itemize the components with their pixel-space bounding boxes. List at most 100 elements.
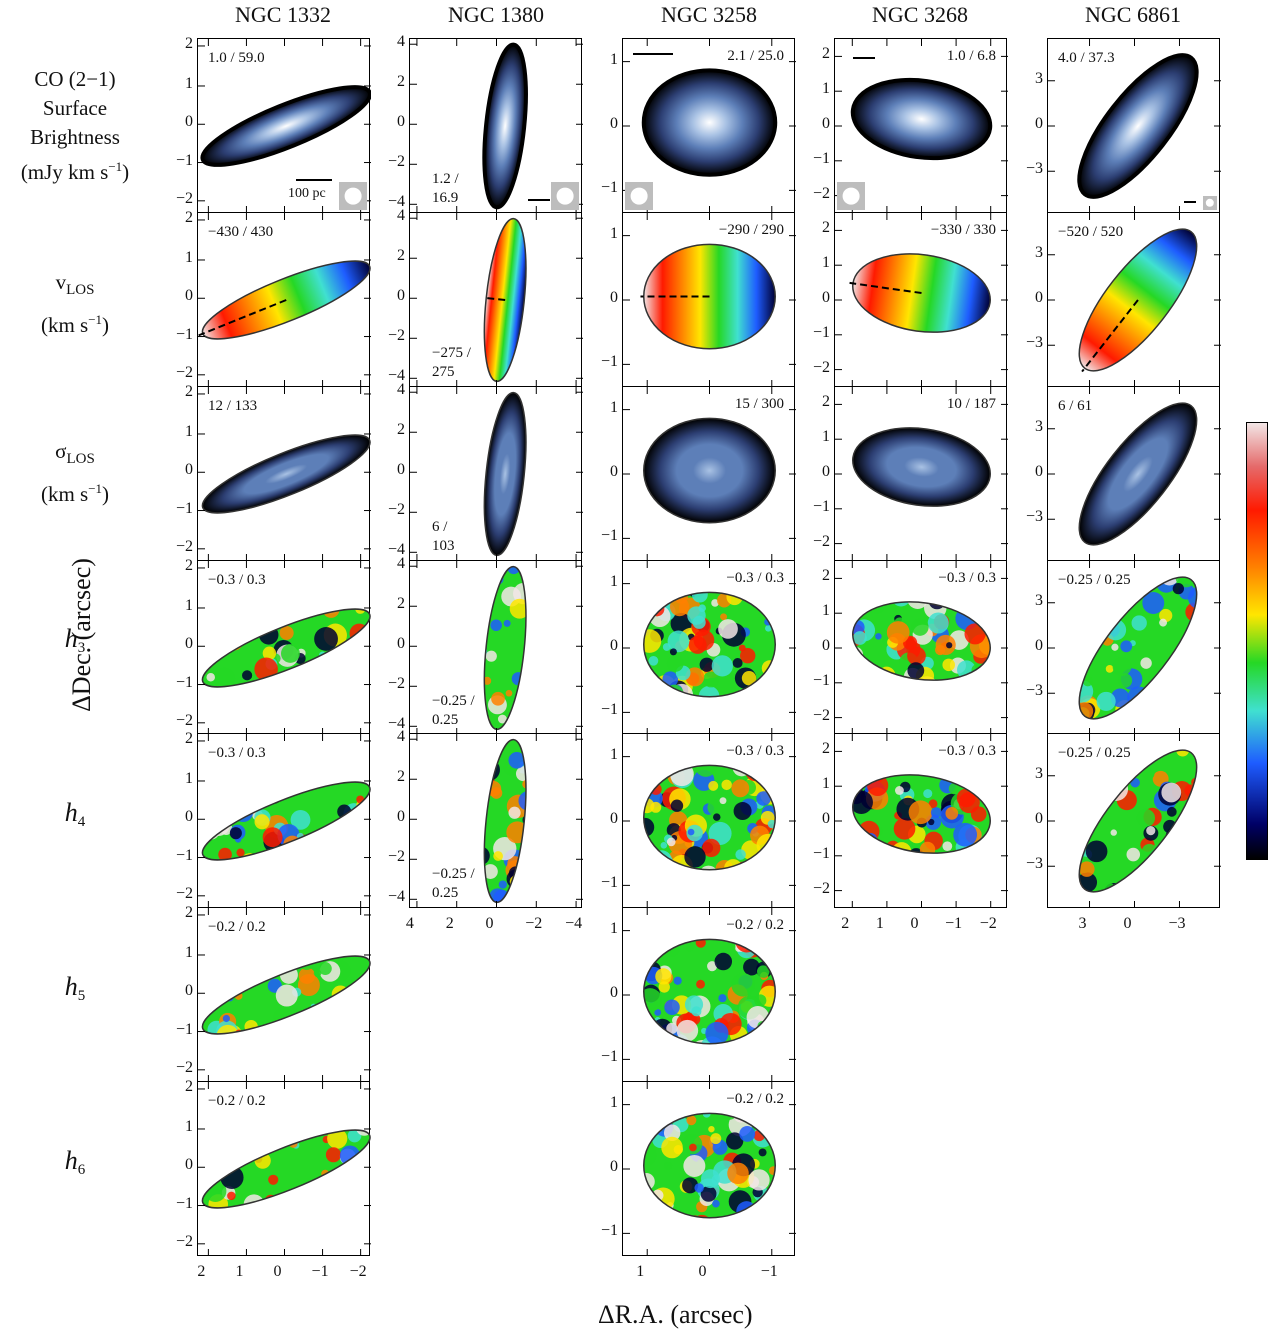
panel-ngc1380-slos: 6 / 103 [409, 386, 583, 561]
x-tick-label: −1 [311, 1263, 329, 1280]
x-tick-label: 1 [235, 1263, 244, 1280]
y-tick-label: −2 [175, 537, 193, 555]
x-tick-label: 1 [636, 1263, 645, 1280]
y-tick-label: 0 [397, 113, 405, 131]
y-tick-label: 0 [397, 808, 405, 826]
row-label-co-line4: (mJy km s−1) [20, 159, 130, 184]
map-ngc3258-h3 [623, 561, 796, 735]
y-tick-label: −1 [812, 323, 830, 341]
y-tick-label: 1 [822, 602, 830, 620]
map-ngc1380-co [410, 39, 583, 213]
y-tick-label: −2 [175, 363, 193, 381]
y-tick-label: 1 [185, 248, 193, 266]
map-ngc3268-co [835, 39, 1008, 213]
colorbar [1246, 422, 1268, 860]
panel-ngc1332-co: 1.0 / 59.0 100 pc [197, 38, 371, 213]
x-tick-label: 1 [875, 915, 884, 932]
panel-ngc3258-h6: −0.2 / 0.2 [622, 1081, 796, 1256]
column-title-ngc3258: NGC 3258 [661, 2, 757, 27]
y-tick-label: −4 [387, 541, 405, 559]
range-label-ngc1332-vlos: −430 / 430 [208, 224, 274, 240]
row-label-sigma-los: σLOS (km s−1) [40, 439, 110, 507]
range-label-ngc3268-h4: −0.3 / 0.3 [938, 743, 996, 759]
y-tick-label: 0 [1035, 115, 1043, 132]
panel-ngc6861-slos: 6 / 61 [1047, 386, 1221, 561]
x-tick-label: 2 [841, 915, 850, 932]
map-ngc3268-h3 [835, 561, 1008, 735]
map-ngc1332-slos [198, 387, 371, 561]
y-tick-label: 0 [185, 808, 193, 826]
y-tick-label: 2 [185, 208, 193, 226]
y-tick-label: 0 [822, 810, 830, 827]
y-tick-label: 3 [1035, 417, 1043, 435]
range-label-ngc1332-h6: −0.2 / 0.2 [208, 1093, 266, 1109]
beam-ellipse-icon [339, 182, 367, 210]
map-ngc3258-slos [623, 387, 796, 561]
y-tick-label: −2 [812, 879, 830, 897]
y-tick-label: 2 [822, 567, 830, 585]
panel-ngc1332-h4: −0.3 / 0.3 [197, 733, 371, 908]
scale-bar [633, 53, 673, 55]
y-tick-label: 2 [185, 556, 193, 574]
x-tick-label: 3 [1078, 915, 1087, 932]
y-tick-label: 0 [397, 461, 405, 479]
y-tick-label: 3 [1035, 591, 1043, 609]
map-ngc6861-vlos [1048, 213, 1221, 387]
panel-ngc1332-slos: 12 / 133 [197, 386, 371, 561]
y-tick-label: 0 [1035, 810, 1043, 827]
y-tick-label: 3 [1035, 243, 1043, 261]
y-tick-label: 0 [610, 1158, 618, 1175]
y-tick-label: 4 [397, 555, 405, 573]
y-tick-label: 2 [397, 595, 405, 613]
y-tick-label: 0 [397, 635, 405, 653]
y-tick-label: −2 [387, 501, 405, 519]
y-tick-label: 2 [185, 382, 193, 400]
row-label-co-line2: Surface [42, 96, 108, 120]
y-tick-label: 1 [610, 50, 618, 68]
column-title-ngc1332: NGC 1332 [235, 2, 331, 27]
map-ngc1332-co [198, 39, 371, 213]
y-tick-label: −1 [175, 325, 193, 343]
range-label-ngc3268-co: 1.0 / 6.8 [946, 48, 996, 64]
y-tick-label: 0 [610, 810, 618, 827]
y-tick-label: 2 [185, 1077, 193, 1095]
y-tick-label: −1 [812, 497, 830, 515]
row-label-h3: h3 [64, 624, 86, 657]
x-tick-label: −3 [1168, 915, 1186, 932]
panel-ngc3268-h3: −0.3 / 0.3 [834, 560, 1008, 735]
y-tick-label: −4 [387, 715, 405, 733]
y-tick-label: −3 [1025, 508, 1043, 526]
map-ngc3268-h4 [835, 734, 1008, 908]
y-tick-label: 4 [397, 33, 405, 51]
y-tick-label: 2 [822, 45, 830, 63]
y-tick-label: −1 [175, 1194, 193, 1212]
x-tick-label: −2 [979, 915, 997, 932]
map-ngc3268-slos [835, 387, 1008, 561]
y-tick-label: −1 [175, 673, 193, 691]
y-tick-label: −2 [387, 327, 405, 345]
scale-bar [853, 57, 875, 59]
y-tick-label: 0 [185, 461, 193, 479]
y-tick-label: −2 [175, 711, 193, 729]
panel-ngc1332-vlos: −430 / 430 [197, 212, 371, 387]
y-tick-label: 0 [610, 637, 618, 654]
panel-ngc6861-h4: −0.25 / 0.25 [1047, 733, 1221, 908]
y-tick-label: 1 [822, 254, 830, 272]
panel-ngc1332-h5: −0.2 / 0.2 [197, 907, 371, 1082]
x-tick-label: −1 [945, 915, 963, 932]
y-tick-label: 0 [1035, 289, 1043, 306]
map-ngc3258-co [623, 39, 796, 213]
y-tick-label: 2 [822, 219, 830, 237]
map-ngc6861-h4 [1048, 734, 1221, 908]
panel-ngc1380-vlos: −275 / 275 [409, 212, 583, 387]
panel-ngc3268-co: 1.0 / 6.8 [834, 38, 1008, 213]
y-tick-label: −1 [600, 179, 618, 197]
y-tick-label: 0 [185, 1156, 193, 1174]
scale-bar [528, 199, 550, 201]
scale-bar-label: 100 pc [288, 186, 326, 201]
y-tick-label: −1 [175, 1020, 193, 1038]
y-tick-label: −1 [600, 874, 618, 892]
beam-ellipse-icon [625, 182, 653, 210]
range-label-ngc1380-co: 1.2 / 16.9 [432, 171, 459, 206]
y-tick-label: −2 [175, 1058, 193, 1076]
